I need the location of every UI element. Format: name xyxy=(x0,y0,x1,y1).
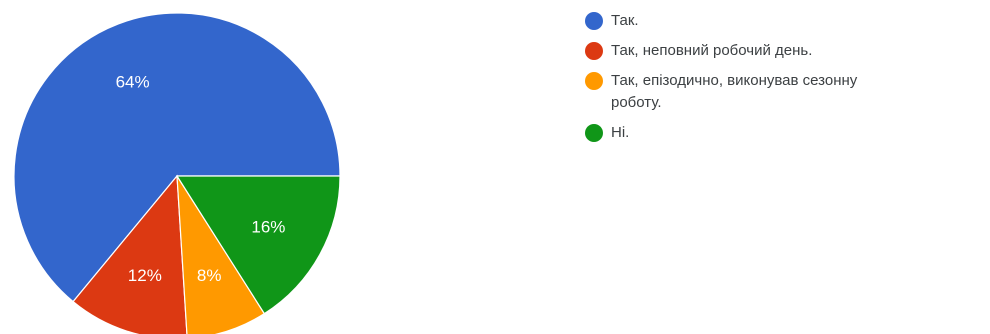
legend-swatch xyxy=(585,12,603,30)
legend-swatch xyxy=(585,72,603,90)
legend-item-part-time[interactable]: Так, неповний робочий день. xyxy=(585,40,905,62)
slice-label-no: 16% xyxy=(251,217,285,236)
legend-label: Так, неповний робочий день. xyxy=(611,42,813,59)
slice-label-seasonal: 8% xyxy=(197,266,222,285)
slice-label-part-time: 12% xyxy=(128,266,162,285)
legend-label: Ні. xyxy=(611,124,630,141)
slice-part-time[interactable] xyxy=(72,174,188,334)
slice-yes[interactable] xyxy=(13,12,341,303)
legend-swatch xyxy=(585,124,603,142)
slice-no[interactable] xyxy=(175,175,341,315)
legend-swatch xyxy=(585,42,603,60)
legend-item-yes[interactable]: Так. xyxy=(585,10,905,32)
legend-item-no[interactable]: Ні. xyxy=(585,122,905,144)
chart-legend: Так. Так, неповний робочий день. Так, еп… xyxy=(585,10,905,152)
legend-item-seasonal[interactable]: Так, епізодично, виконував сезонну робот… xyxy=(585,70,905,114)
legend-label: Так, епізодично, виконував сезонну робот… xyxy=(611,72,858,111)
slice-label-yes: 64% xyxy=(116,73,150,92)
legend-label: Так. xyxy=(611,12,639,29)
